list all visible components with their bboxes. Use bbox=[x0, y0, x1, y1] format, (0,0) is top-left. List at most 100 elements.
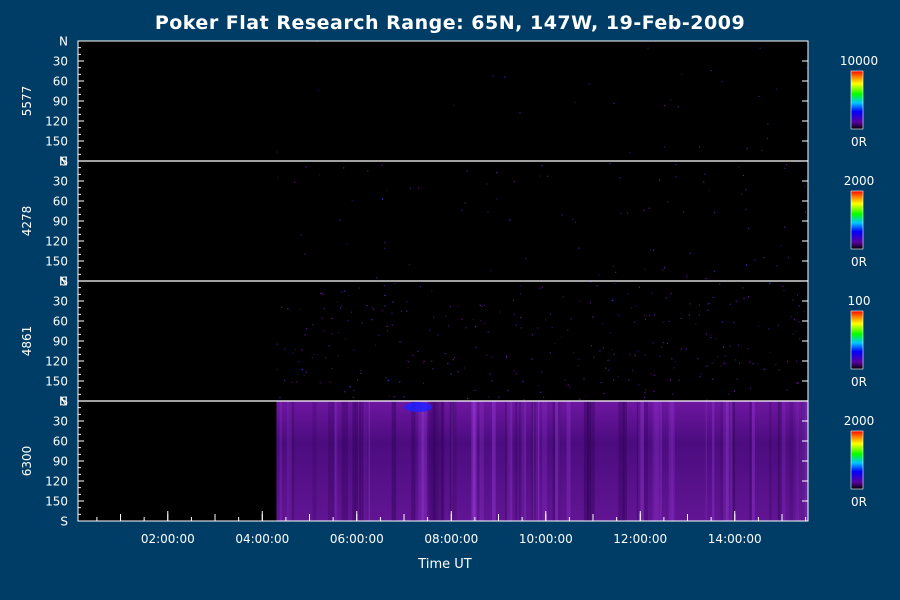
noise-pixel bbox=[371, 319, 373, 321]
noise-pixel bbox=[577, 364, 579, 367]
noise-pixel bbox=[725, 362, 728, 364]
noise-pixel bbox=[483, 304, 486, 306]
noise-pixel bbox=[673, 367, 675, 369]
noise-pixel bbox=[491, 356, 493, 358]
noise-pixel bbox=[381, 164, 383, 166]
noise-pixel bbox=[637, 350, 639, 352]
noise-pixel bbox=[344, 391, 346, 393]
noise-pixel bbox=[798, 305, 800, 307]
emission-streak bbox=[583, 401, 591, 521]
noise-pixel bbox=[344, 290, 346, 292]
noise-pixel bbox=[543, 396, 545, 398]
noise-pixel bbox=[662, 342, 664, 344]
noise-pixel bbox=[294, 348, 296, 350]
noise-pixel bbox=[706, 365, 708, 367]
noise-pixel bbox=[474, 326, 476, 328]
noise-pixel bbox=[406, 310, 408, 312]
noise-pixel bbox=[539, 287, 541, 289]
y-tick-label: N bbox=[59, 35, 68, 49]
noise-pixel bbox=[491, 380, 493, 382]
noise-pixel bbox=[496, 198, 498, 200]
noise-pixel bbox=[382, 198, 384, 200]
noise-pixel bbox=[729, 345, 731, 347]
noise-pixel bbox=[337, 355, 339, 357]
noise-pixel bbox=[670, 292, 672, 295]
emission-streak bbox=[638, 401, 644, 521]
noise-pixel bbox=[749, 361, 751, 363]
noise-pixel bbox=[664, 104, 666, 107]
noise-pixel bbox=[705, 277, 707, 280]
noise-pixel bbox=[703, 181, 705, 183]
emission-streak bbox=[358, 401, 361, 521]
noise-pixel bbox=[706, 333, 708, 335]
emission-streak bbox=[327, 401, 335, 521]
noise-pixel bbox=[360, 372, 362, 374]
noise-pixel bbox=[695, 323, 697, 325]
noise-pixel bbox=[797, 382, 799, 384]
noise-pixel bbox=[321, 292, 323, 294]
y-tick-label: S bbox=[60, 275, 68, 289]
chart-title: Poker Flat Research Range: 65N, 147W, 19… bbox=[155, 12, 745, 34]
emission-streak bbox=[491, 401, 496, 521]
noise-pixel bbox=[487, 331, 489, 333]
noise-pixel bbox=[299, 308, 301, 310]
noise-pixel bbox=[743, 297, 745, 300]
noise-pixel bbox=[775, 88, 778, 90]
noise-pixel bbox=[541, 164, 543, 167]
noise-pixel bbox=[603, 393, 605, 395]
noise-pixel bbox=[344, 338, 346, 340]
noise-pixel bbox=[722, 346, 725, 348]
noise-pixel bbox=[447, 325, 450, 327]
emission-streak bbox=[541, 401, 548, 521]
noise-pixel bbox=[539, 175, 541, 177]
noise-pixel bbox=[649, 315, 651, 317]
noise-pixel bbox=[487, 396, 489, 398]
noise-pixel bbox=[513, 314, 515, 316]
noise-pixel bbox=[698, 314, 701, 316]
noise-pixel bbox=[629, 354, 631, 356]
noise-pixel bbox=[579, 398, 581, 400]
colorbar-min-label: 0R bbox=[851, 135, 867, 149]
emission-streak bbox=[279, 401, 282, 521]
bright-emission-spot bbox=[404, 402, 433, 412]
noise-pixel bbox=[444, 353, 446, 355]
noise-pixel bbox=[786, 164, 788, 166]
noise-pixel bbox=[461, 209, 463, 211]
noise-pixel bbox=[349, 386, 351, 388]
noise-pixel bbox=[661, 268, 663, 270]
noise-pixel bbox=[685, 348, 687, 350]
noise-pixel bbox=[564, 379, 566, 381]
y-tick-label: 30 bbox=[53, 55, 68, 69]
noise-pixel bbox=[775, 364, 777, 366]
noise-pixel bbox=[374, 344, 377, 346]
noise-pixel bbox=[408, 361, 410, 363]
noise-pixel bbox=[661, 346, 663, 348]
noise-pixel bbox=[644, 391, 646, 394]
noise-pixel bbox=[487, 211, 489, 213]
noise-pixel bbox=[650, 373, 652, 375]
noise-pixel bbox=[607, 359, 609, 361]
noise-pixel bbox=[590, 281, 592, 283]
x-tick-label: 06:00:00 bbox=[330, 532, 384, 546]
noise-pixel bbox=[612, 265, 614, 267]
noise-pixel bbox=[331, 367, 333, 369]
emission-streak bbox=[532, 401, 539, 521]
noise-pixel bbox=[806, 67, 808, 69]
noise-pixel bbox=[746, 147, 748, 150]
emission-streak bbox=[535, 401, 540, 521]
noise-pixel bbox=[312, 324, 314, 326]
y-tick-label: 120 bbox=[45, 475, 68, 489]
noise-pixel bbox=[613, 379, 615, 381]
noise-pixel bbox=[792, 299, 794, 301]
noise-pixel bbox=[276, 151, 278, 153]
noise-pixel bbox=[719, 283, 721, 285]
emission-streak bbox=[334, 401, 338, 521]
noise-pixel bbox=[614, 283, 616, 285]
noise-pixel bbox=[645, 318, 647, 320]
noise-pixel bbox=[609, 162, 611, 165]
noise-pixel bbox=[313, 354, 315, 356]
noise-pixel bbox=[648, 207, 650, 209]
emission-streak bbox=[532, 401, 535, 521]
noise-pixel bbox=[786, 389, 788, 391]
noise-pixel bbox=[709, 302, 711, 304]
